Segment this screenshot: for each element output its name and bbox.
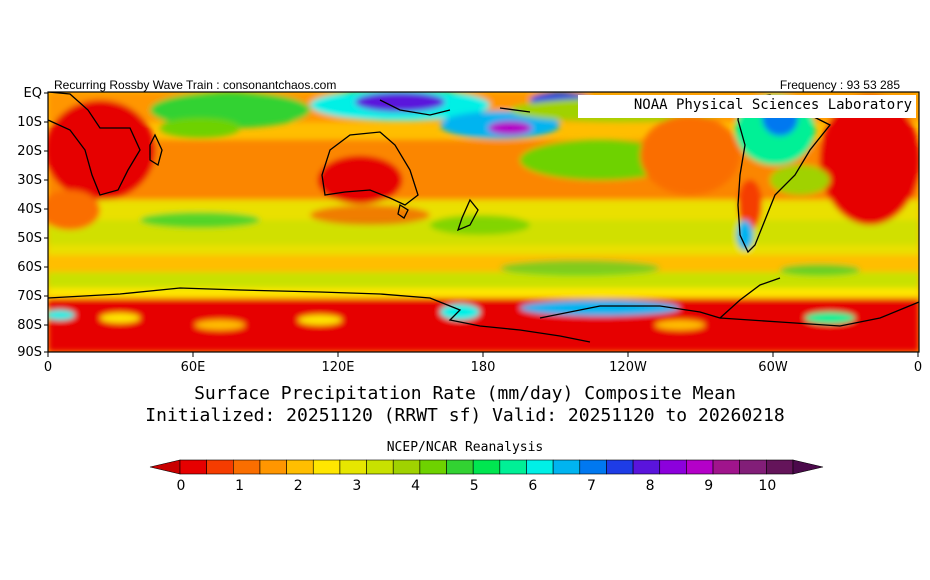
lat-label-10s: 10S [17,115,42,130]
colorbar-cell [392,459,421,475]
lat-label-90s: 90S [17,345,42,360]
colorbar-tick-label: 1 [235,478,245,494]
colorbar [149,459,824,475]
colorbar-cell [526,459,554,475]
credit-text: Recurring Rossby Wave Train : consonantc… [54,78,337,92]
colorbar-under-triangle [149,459,181,475]
lon-label-60w: 60W [758,360,788,375]
lon-label-180: 180 [470,360,496,375]
colorbar-tick-label: 0 [176,478,186,494]
lon-label-0: 0 [43,360,53,375]
colorbar-tick-label: 9 [704,478,714,494]
colorbar-cell [472,459,501,475]
figure-subtitle: Initialized: 20251120 (RRWT sf) Valid: 2… [145,405,785,426]
lon-label-120w: 120W [609,360,647,375]
colorbar-cell [259,459,287,475]
lab-label: NOAA Physical Sciences Laboratory [633,97,912,113]
lat-label-30s: 30S [17,173,42,188]
colorbar-tick-label: 4 [411,478,420,494]
colorbar-cell [499,459,527,475]
colorbar-cell [312,459,341,475]
colorbar-cell [366,459,394,475]
lat-label-80s: 80S [17,318,42,333]
lat-label-40s: 40S [17,202,42,217]
colorbar-cell [606,459,634,475]
colorbar-cell [686,459,714,475]
colorbar-tick-label: 5 [469,478,479,494]
lat-label-60s: 60S [17,260,42,275]
colorbar-tick-label: 10 [758,478,777,494]
lat-label-70s: 70S [17,289,42,304]
axis-ticks [44,92,919,357]
colorbar-cell [632,459,661,475]
colorbar-tick-label: 7 [586,478,596,494]
colorbar-cell [233,459,261,475]
colorbar-cell [286,459,314,475]
coastlines [48,92,919,343]
lat-label-20s: 20S [17,144,42,159]
colorbar-tick-label: 3 [352,478,362,494]
lat-label-eq: EQ [23,86,42,101]
precip-field [48,92,919,352]
colorbar-tick-label: 6 [528,478,538,494]
colorbar-cell [206,459,234,475]
colorbar-cell [419,459,447,475]
colorbar-cell [659,459,687,475]
colorbar-tick-label: 8 [645,478,655,494]
colorbar-cell [739,459,767,475]
colorbar-cell [552,459,581,475]
frequency-text: Frequency : 93 53 285 [779,78,900,92]
dataset-label: NCEP/NCAR Reanalysis [386,440,544,455]
colorbar-cell [579,459,607,475]
colorbar-cell [179,459,207,475]
lab-label-box: NOAA Physical Sciences Laboratory [578,95,916,118]
lon-label-120e: 120E [321,360,355,375]
figure-title: Surface Precipitation Rate (mm/day) Comp… [194,383,736,404]
colorbar-cell [339,459,367,475]
lon-label-0-right: 0 [913,360,923,375]
colorbar-tick-label: 2 [293,478,303,494]
lat-label-50s: 50S [17,231,42,246]
colorbar-over-triangle [792,459,824,475]
colorbar-cell [446,459,474,475]
lon-label-60e: 60E [180,360,206,375]
colorbar-cell [712,459,740,475]
colorbar-cell [766,459,794,475]
